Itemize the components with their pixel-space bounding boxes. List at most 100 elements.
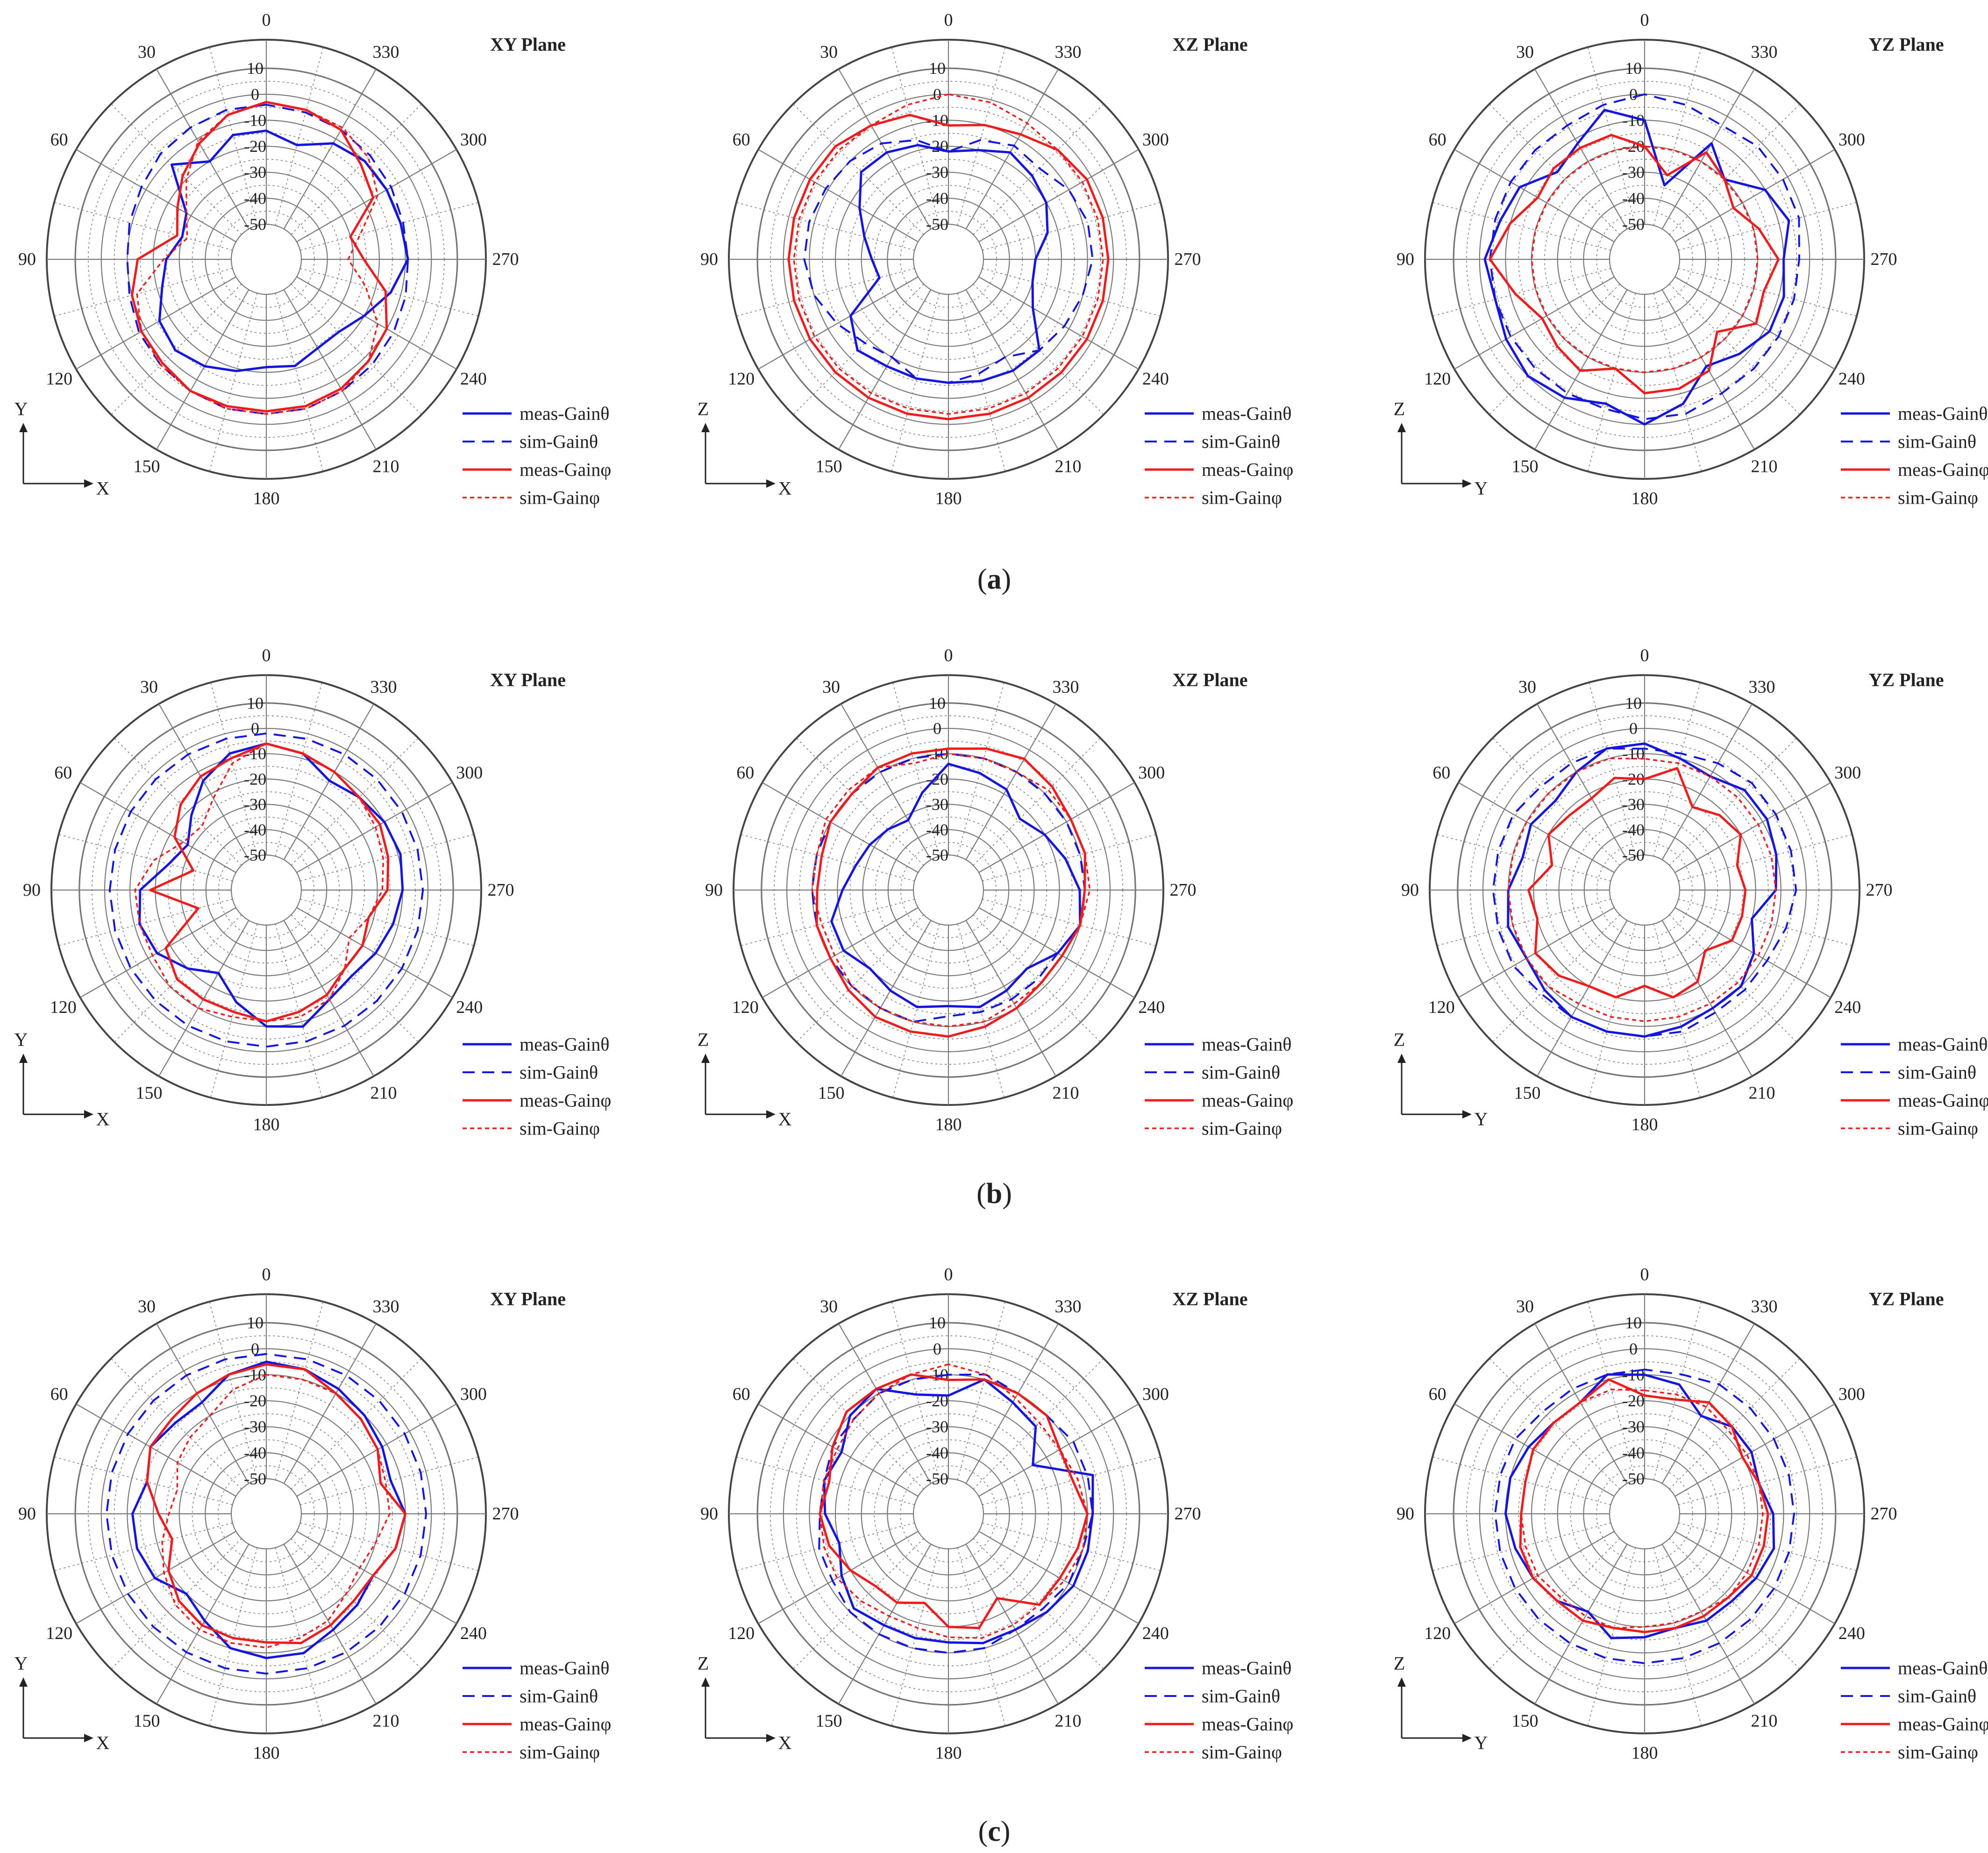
axis-arrowhead: [84, 1734, 93, 1742]
legend-label: meas-Gainθ: [1898, 403, 1988, 424]
polar-spoke: [283, 1544, 377, 1704]
series-meas-Gainφ: [819, 1373, 1089, 1629]
series-meas-Gainφ: [131, 100, 388, 413]
angle-tick-label: 150: [134, 456, 160, 476]
polar-spoke: [982, 1522, 1161, 1571]
legend-label: sim-Gainφ: [1202, 1118, 1282, 1139]
angle-tick-label: 240: [1138, 998, 1165, 1017]
polar-plots: 0306090120150180210240270300330100-10-20…: [14, 10, 1988, 1763]
angle-tick-label: 60: [1429, 1384, 1446, 1404]
legend-label: meas-Gainθ: [1898, 1658, 1988, 1679]
series-sim-Gainφ: [134, 742, 385, 1022]
polar-spoke: [1492, 738, 1620, 866]
angle-tick-label: 330: [1751, 43, 1778, 62]
series-meas-Gainθ: [830, 763, 1082, 1008]
axis-label-horizontal: Y: [1475, 1109, 1488, 1130]
polar-spoke: [283, 704, 374, 860]
radial-tick-label: 10: [1625, 1313, 1642, 1332]
polar-spoke: [300, 1456, 479, 1505]
angle-tick-label: 180: [1632, 1743, 1658, 1763]
polar-spoke: [275, 1301, 324, 1480]
polar-spoke: [1669, 104, 1800, 235]
angle-tick-label: 0: [1640, 1265, 1649, 1284]
axis-label-horizontal: Y: [1475, 478, 1488, 499]
axis-label-vertical: Z: [1394, 1029, 1405, 1050]
polar-spoke: [1678, 268, 1857, 317]
series-meas-Gainθ: [849, 144, 1049, 384]
polar-spoke: [296, 1404, 457, 1497]
polar-spoke: [758, 1531, 919, 1624]
angle-tick-label: 210: [373, 456, 399, 476]
angle-tick-label: 300: [1142, 130, 1169, 150]
polar-spoke: [156, 69, 249, 229]
caption-letter: c: [988, 1816, 1001, 1847]
radial-tick-label: -30: [926, 1418, 948, 1436]
polar-spoke: [291, 738, 419, 866]
angle-tick-label: 330: [373, 1297, 399, 1317]
radial-tick-label: -20: [926, 137, 948, 156]
radial-tick-label: 0: [933, 85, 941, 104]
legend-label: meas-Gainθ: [1202, 1658, 1291, 1679]
series-sim-Gainφ: [1507, 757, 1777, 1022]
polar-spoke: [1661, 1323, 1755, 1484]
series-sim-Gainφ: [1531, 145, 1759, 373]
angle-tick-label: 60: [733, 1384, 750, 1404]
angle-tick-label: 120: [1428, 998, 1455, 1017]
polar-grid-circle: [218, 1465, 315, 1562]
polar-spoke: [965, 1323, 1059, 1484]
angle-tick-label: 270: [1175, 1504, 1201, 1524]
series-sim-Gainθ: [1492, 748, 1797, 1038]
polar-spoke: [210, 924, 258, 1098]
angle-tick-label: 0: [262, 10, 271, 30]
axis-label-horizontal: X: [778, 1732, 792, 1753]
axis-label-vertical: Z: [1394, 399, 1405, 420]
radial-tick-label: 0: [251, 1340, 259, 1358]
polar-spoke: [114, 738, 242, 866]
row-caption: (a): [977, 563, 1011, 595]
legend-label: meas-Gainθ: [520, 1034, 609, 1055]
axis-label-horizontal: X: [96, 1109, 110, 1130]
polar-grid-circle: [218, 211, 315, 308]
legend-label: sim-Gainφ: [1898, 1742, 1978, 1763]
polar-spoke: [1674, 1531, 1835, 1624]
radial-tick-label: -20: [244, 1391, 266, 1410]
angle-tick-label: 60: [1429, 130, 1446, 150]
radial-tick-label: 10: [929, 694, 946, 713]
axis-label-horizontal: Y: [1475, 1732, 1488, 1753]
polar-plot-a-YZ: 0306090120150180210240270300330100-10-20…: [1394, 10, 1988, 508]
radial-tick-label: -50: [1622, 215, 1645, 234]
polar-spoke: [1669, 738, 1797, 866]
series-meas-Gainθ: [158, 129, 409, 372]
angle-tick-label: 270: [1871, 249, 1897, 269]
series-meas-Gainθ: [1504, 1373, 1775, 1639]
polar-spoke: [158, 920, 249, 1076]
angle-tick-label: 210: [1749, 1083, 1775, 1103]
legend-label: sim-Gainθ: [1898, 1686, 1976, 1707]
polar-grid-circle: [230, 1478, 302, 1550]
angle-tick-label: 120: [1424, 1624, 1451, 1643]
polar-spoke: [1589, 682, 1636, 856]
radial-tick-label: -40: [1622, 820, 1645, 839]
radial-tick-label: 10: [247, 694, 264, 713]
polar-spoke: [982, 898, 1156, 946]
polar-grid-circle: [1609, 854, 1681, 926]
polar-spoke: [1492, 914, 1620, 1042]
polar-spoke: [291, 104, 422, 235]
polar-plot-a-XY: 0 30 60 90 120 150 180 210 240 270 300 330 10 0 -10 -20…: [14, 10, 612, 508]
polar-spoke: [1653, 1301, 1702, 1480]
angle-tick-label: 30: [822, 677, 840, 697]
legend-label: sim-Gainθ: [520, 1686, 598, 1707]
polar-spoke: [1653, 293, 1702, 472]
angle-tick-label: 150: [816, 1711, 842, 1731]
polar-spoke: [283, 1323, 377, 1484]
legend-label: sim-Gainθ: [1202, 1062, 1280, 1083]
axis-arrowhead: [701, 423, 710, 432]
series-meas-Gainφ: [787, 114, 1110, 420]
polar-spoke: [1678, 834, 1853, 882]
polar-spoke: [758, 1404, 919, 1497]
polar-spoke: [291, 1538, 422, 1669]
polar-grid-circle: [912, 1478, 984, 1550]
legend-label: meas-Gainφ: [1202, 1090, 1293, 1111]
plot-title: YZ Plane: [1868, 1289, 1944, 1310]
series-meas-Gainφ: [815, 747, 1086, 1038]
